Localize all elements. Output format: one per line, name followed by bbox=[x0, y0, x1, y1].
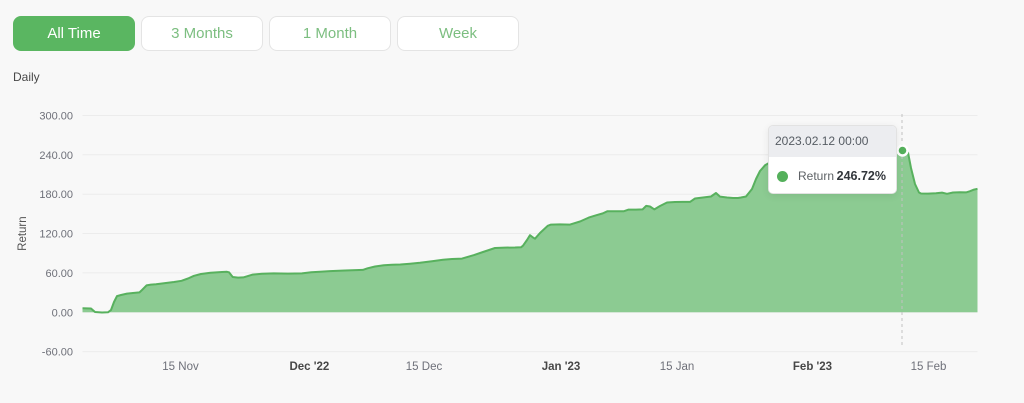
svg-text:120.00: 120.00 bbox=[39, 229, 73, 241]
svg-text:15 Jan: 15 Jan bbox=[660, 361, 695, 373]
svg-text:-60.00: -60.00 bbox=[42, 347, 73, 359]
svg-text:Return: Return bbox=[17, 216, 29, 251]
svg-text:300.00: 300.00 bbox=[39, 111, 73, 123]
svg-text:15 Feb: 15 Feb bbox=[911, 361, 947, 373]
svg-text:60.00: 60.00 bbox=[45, 268, 73, 280]
svg-text:Dec '22: Dec '22 bbox=[289, 361, 329, 373]
svg-text:Jan '23: Jan '23 bbox=[542, 361, 581, 373]
svg-text:15 Dec: 15 Dec bbox=[406, 361, 443, 373]
svg-text:180.00: 180.00 bbox=[39, 189, 73, 201]
svg-text:15 Nov: 15 Nov bbox=[162, 361, 199, 373]
svg-text:240.00: 240.00 bbox=[39, 150, 73, 162]
svg-text:0.00: 0.00 bbox=[52, 307, 73, 319]
svg-text:Feb '23: Feb '23 bbox=[793, 361, 832, 373]
